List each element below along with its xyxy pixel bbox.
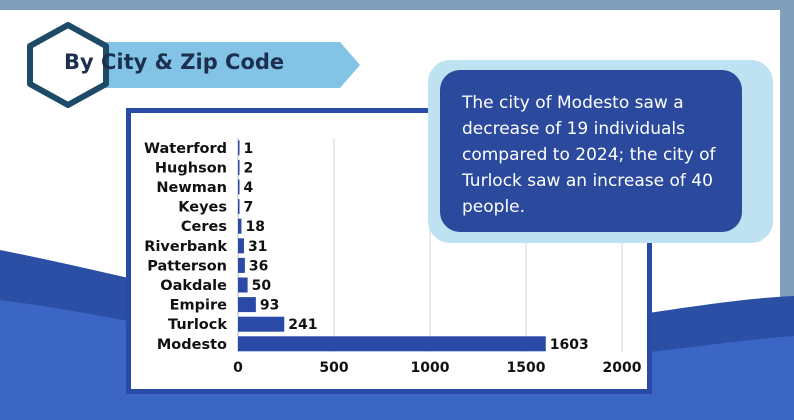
bar-hughson [238,159,240,175]
bar-oakdale [238,277,248,293]
category-label-riverbank: Riverbank [144,239,227,255]
callout-text: The city of Modesto saw a decrease of 19… [462,93,716,217]
value-label-hughson: 2 [244,160,254,176]
bar-empire [238,297,256,313]
value-label-turlock: 241 [288,317,317,333]
category-label-newman: Newman [156,180,227,196]
category-label-empire: Empire [170,298,228,314]
bar-keyes [238,199,240,215]
title-banner [70,42,360,88]
title-hexagon [27,22,109,108]
value-label-newman: 4 [244,180,254,196]
category-label-keyes: Keyes [178,200,227,216]
value-label-oakdale: 50 [252,278,272,294]
category-label-modesto: Modesto [157,337,227,353]
page-title: By City & Zip Code [64,50,285,74]
bar-turlock [238,316,285,332]
value-label-riverbank: 31 [248,239,267,255]
x-tick-label-2000: 2000 [603,360,642,376]
category-label-patterson: Patterson [147,258,227,274]
category-label-ceres: Ceres [181,219,227,235]
category-label-turlock: Turlock [168,317,227,333]
value-label-keyes: 7 [244,200,254,216]
bar-modesto [238,336,546,352]
x-tick-label-500: 500 [319,360,348,376]
category-label-hughson: Hughson [155,160,227,176]
bar-newman [238,179,240,195]
value-label-patterson: 36 [249,258,268,274]
callout-box [440,70,742,232]
value-label-waterford: 1 [244,141,254,157]
x-tick-label-1000: 1000 [411,360,450,376]
bar-ceres [238,218,242,234]
value-label-modesto: 1603 [550,337,589,353]
bar-waterford [238,140,240,156]
bar-patterson [238,257,245,273]
category-label-oakdale: Oakdale [160,278,227,294]
value-label-ceres: 18 [245,219,264,235]
x-tick-label-1500: 1500 [507,360,546,376]
bar-riverbank [238,238,244,254]
x-tick-label-0: 0 [233,360,243,376]
bars [238,140,546,352]
value-label-empire: 93 [260,298,279,314]
labels: 0 500 1000 1500 2000 Waterford 1 Hughson 2 Newman… [144,141,642,376]
category-label-waterford: Waterford [144,141,227,157]
